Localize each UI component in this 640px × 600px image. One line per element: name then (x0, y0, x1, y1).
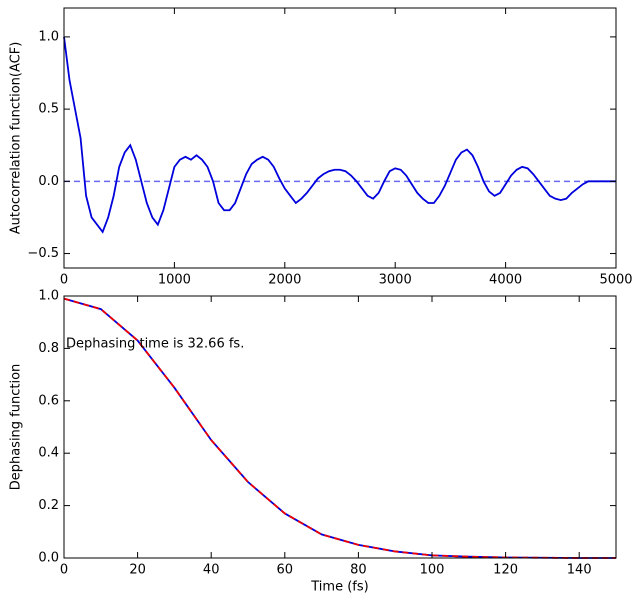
axes-frame (63, 7, 617, 269)
annotation: Dephasing time is 32.66 fs. (66, 337, 244, 352)
x-tick-label: 0 (60, 563, 68, 578)
y-tick-label: 0.0 (38, 174, 59, 189)
y-axis-label: Autocorrelation function(ACF) (9, 42, 24, 235)
y-tick-label: 0.5 (38, 102, 59, 117)
x-tick-label: 140 (567, 563, 592, 578)
y-tick-label: 0.0 (38, 551, 59, 566)
y-tick-label: 1.0 (38, 289, 59, 304)
x-tick-label: 5000 (599, 273, 632, 288)
x-tick-label: 1000 (158, 273, 191, 288)
x-tick-label: 0 (60, 273, 68, 288)
x-tick-label: 100 (420, 563, 445, 578)
x-tick-label: 20 (129, 563, 146, 578)
y-tick-label: 0.8 (38, 341, 59, 356)
x-tick-label: 3000 (379, 273, 412, 288)
data-line (63, 36, 616, 234)
x-tick-label: 60 (277, 563, 294, 578)
y-tick-label: 0.6 (38, 393, 59, 408)
y-tick-label: −0.5 (27, 246, 59, 261)
axes-frame (63, 295, 617, 559)
y-tick-label: 0.2 (38, 498, 59, 513)
x-tick-label: 2000 (268, 273, 301, 288)
y-tick-label: 0.4 (38, 446, 59, 461)
x-tick-label: 120 (493, 563, 518, 578)
x-tick-label: 4000 (489, 273, 522, 288)
y-axis-label: Dephasing function (9, 364, 24, 491)
x-tick-label: 40 (203, 563, 220, 578)
plot-area (63, 36, 616, 234)
x-tick-label: 80 (350, 563, 367, 578)
x-axis-label: Time (fs) (310, 580, 368, 595)
y-tick-label: 1.0 (38, 29, 59, 44)
